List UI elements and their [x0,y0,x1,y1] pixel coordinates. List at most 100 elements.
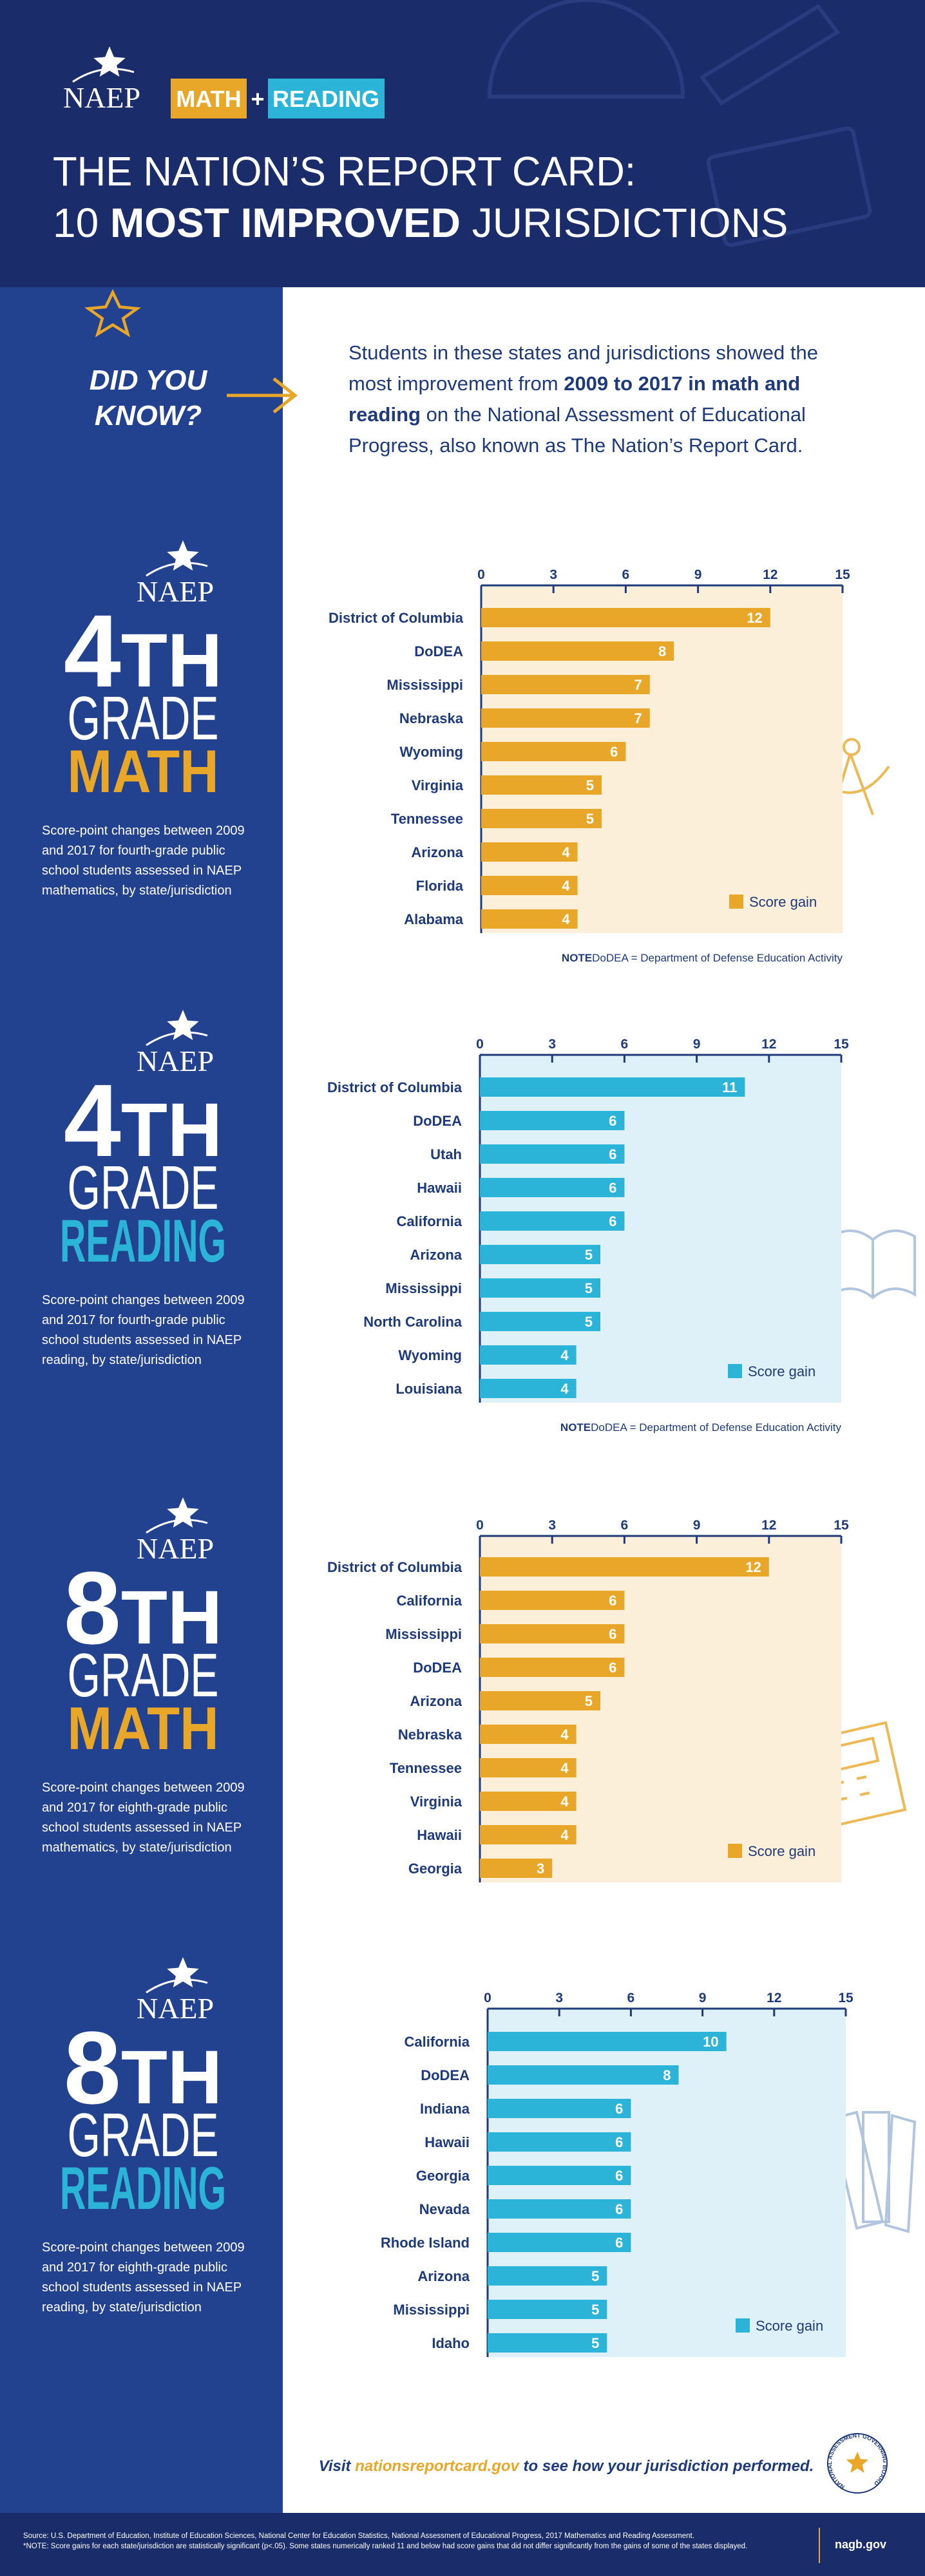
grade-word: GRADE [68,1641,219,1710]
bar [488,2333,607,2353]
chart-note-text: DoDEA = Department of Defense Education … [592,952,843,964]
bar [480,1245,600,1264]
subject: MATH [68,737,219,805]
x-tick-label: 9 [693,1037,701,1052]
callout-text-after: on the National Assessment of Educationa… [348,403,806,457]
logo-swoosh [146,1978,208,1994]
left-column [0,287,283,2513]
value-label: 6 [615,2168,623,2184]
legend-swatch [729,895,743,909]
category-label: Hawaii [417,1827,462,1843]
title-prefix: 10 [53,200,110,246]
category-label: Mississippi [393,2302,470,2318]
category-label: Nevada [419,2201,470,2217]
logo-text: NAEP [137,1045,214,1077]
x-tick-label: 6 [627,1991,635,2005]
value-label: 5 [585,1314,593,1330]
badge-reading [268,79,385,118]
category-label: Arizona [417,2268,470,2284]
callout-text-bold: 2009 to 2017 in math and reading [348,372,801,426]
visit-after: to see how your jurisdiction performed. [519,2458,814,2475]
value-label: 6 [609,1213,616,1229]
bar [488,2266,607,2286]
visit-link[interactable]: nationsreportcard.gov [355,2458,519,2475]
value-label: 5 [585,1247,593,1263]
category-label: Mississippi [385,1280,462,1296]
title-bold: MOST IMPROVED [110,200,461,246]
callout-text-before: Students in these states and jurisdictio… [348,341,818,395]
bar [480,1345,577,1365]
grade-number: 4TH [64,593,222,708]
category-label: Wyoming [399,744,463,760]
grade-number: 8TH [64,1550,222,1665]
category-label: Mississippi [386,677,463,693]
x-tick-label: 6 [621,1037,629,1052]
section-description: Score-point changes between 2009 and 201… [42,2240,245,2315]
legend-label: Score gain [748,1363,815,1379]
bar [488,2132,631,2152]
callout-arrow [227,377,298,413]
value-label: 4 [560,1727,569,1743]
decorative-icon [830,1229,916,1300]
category-label: Tennessee [390,1760,462,1776]
callout-star [84,289,142,337]
chart-note-label: NOTE [560,1421,591,1434]
bar [480,1825,577,1844]
x-tick-label: 9 [699,1991,707,2005]
logo-text: NAEP [137,1532,214,1565]
category-label: Florida [416,878,464,894]
legend-label: Score gain [748,1843,815,1859]
value-label: 6 [609,1593,616,1609]
logo-text: NAEP [137,575,214,608]
bar [481,742,626,761]
bar [488,2199,631,2219]
x-tick-label: 9 [694,567,702,582]
value-label: 6 [609,1146,616,1162]
value-label: 7 [634,710,642,726]
category-label: DoDEA [414,643,463,659]
category-label: Alabama [404,911,463,927]
bar [488,2300,607,2319]
category-label: North Carolina [363,1314,463,1330]
grade-word: GRADE [68,2101,219,2170]
footer-site[interactable]: nagb.gov [835,2538,886,2551]
grade-digit: 8 [64,1550,121,1665]
category-label: DoDEA [421,2067,470,2083]
section-description: Score-point changes between 2009 and 201… [42,1781,245,1855]
bar [480,1278,600,1298]
value-label: 6 [609,1113,616,1129]
bar [481,708,650,728]
callout-label-2: KNOW? [95,400,202,431]
x-tick-label: 0 [476,1518,484,1533]
callout-text: Students in these states and jurisdictio… [348,337,864,461]
logo-text: NAEP [63,81,140,114]
badge-math-text: MATH [176,86,241,112]
value-label: 4 [560,1794,569,1810]
value-label: 6 [615,2134,623,2150]
logo-text: NAEP [137,1992,214,2025]
category-label: DoDEA [413,1660,462,1676]
bar [480,1312,600,1331]
grade-word: GRADE [68,1153,219,1222]
x-tick-label: 12 [761,1518,776,1533]
logo-swoosh [146,1519,208,1534]
bar [481,641,674,661]
value-label: 6 [615,2101,623,2117]
bar [480,1379,577,1398]
category-label: District of Columbia [327,1079,463,1095]
x-tick-label: 15 [838,1991,853,2005]
bar [480,1178,625,1197]
category-label: California [397,1593,463,1609]
grade-number: 8TH [64,2010,222,2125]
x-tick-label: 15 [834,1037,849,1052]
x-tick-label: 6 [621,1518,629,1533]
bar [481,876,578,895]
bar [480,1111,625,1130]
bar [480,1859,553,1878]
x-tick-label: 0 [477,567,485,582]
value-label: 4 [560,1347,569,1363]
category-label: Utah [430,1146,462,1162]
category-label: Nebraska [398,1727,463,1743]
